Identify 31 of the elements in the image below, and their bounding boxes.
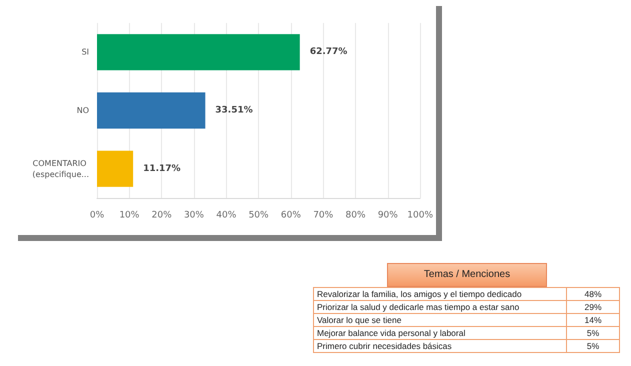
x-tick-label: 100% (407, 210, 434, 220)
y-tick-label: SI (82, 48, 89, 57)
x-tick-label: 10% (119, 210, 140, 220)
category-label: Primero cubrir necesidades básicas (314, 340, 566, 352)
text: 14% (584, 315, 602, 325)
y-tick-label: NO (76, 106, 89, 115)
bar (97, 92, 206, 129)
category-label: Valorar lo que se tiene (314, 314, 566, 326)
bar (97, 34, 300, 70)
y-tick-label: COMENTARIO (especifique... (32, 158, 89, 179)
data-label: 33.51% (215, 106, 253, 116)
text: 5% (586, 328, 600, 338)
category-label: Revalorizar la familia, los amigos y el tiempo dedicado (314, 288, 566, 300)
x-tick-label: 70% (313, 210, 334, 220)
x-tick-label: 50% (248, 210, 270, 220)
category-label: Mejorar balance vida personal y laboral (314, 326, 566, 340)
x-tick-label: 30% (184, 210, 204, 220)
x-tick-label: 80% (346, 210, 366, 220)
data-label: 11.17% (143, 164, 181, 174)
x-tick-label: 0% (90, 210, 105, 220)
text: Temas / Menciones (387, 263, 547, 287)
x-tick-label: 20% (152, 210, 172, 220)
bar (97, 150, 134, 187)
text: 5% (586, 341, 600, 351)
x-tick-label: 40% (216, 210, 237, 220)
x-tick-label: 90% (378, 210, 398, 220)
text: 48% (584, 289, 602, 299)
category-label: Priorizar la salud y dedicarle mas tiempo a estar sano (314, 300, 566, 314)
data-label: 62.77% (310, 47, 348, 58)
text: 29% (584, 302, 602, 312)
x-tick-label: 60% (280, 210, 302, 220)
